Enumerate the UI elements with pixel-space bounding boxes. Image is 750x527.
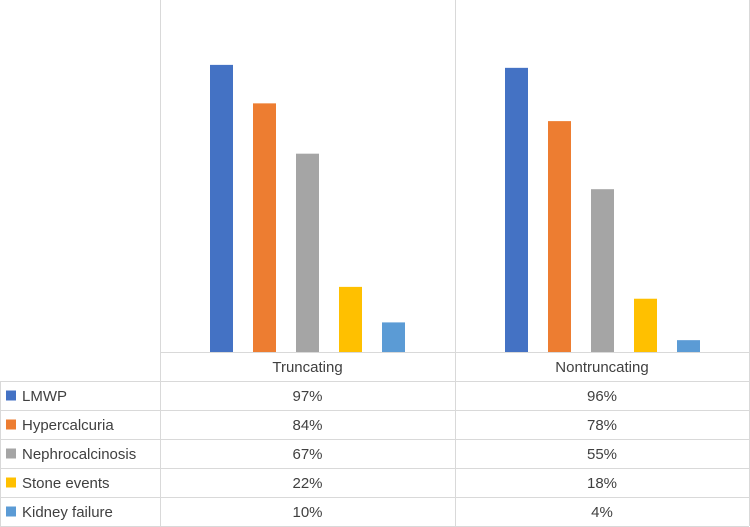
legend-label: Stone events xyxy=(22,475,110,492)
bar xyxy=(591,189,614,352)
legend-key xyxy=(6,448,16,459)
legend-label: Nephrocalcinosis xyxy=(22,446,136,463)
legend-label: LMWP xyxy=(22,388,67,405)
data-table: Truncating Nontruncating LMWP 97% 96% Hyperca… xyxy=(6,359,649,521)
bar xyxy=(382,322,405,352)
bar xyxy=(253,103,276,352)
data-label: 22% xyxy=(292,475,322,492)
bar xyxy=(677,340,700,352)
bar xyxy=(339,286,362,352)
data-label: 55% xyxy=(587,446,617,463)
bars-group xyxy=(210,64,700,353)
bar xyxy=(505,67,528,352)
data-label: 96% xyxy=(587,388,617,405)
data-label: 84% xyxy=(292,417,322,434)
legend-label: Hypercalcuria xyxy=(22,417,114,434)
data-label: 67% xyxy=(292,446,322,463)
bar xyxy=(296,153,319,352)
legend-key xyxy=(6,477,16,488)
data-label: 78% xyxy=(587,417,617,434)
data-label: 97% xyxy=(292,388,322,405)
data-label: 10% xyxy=(292,504,322,521)
bar xyxy=(210,64,233,352)
bar xyxy=(634,298,657,352)
legend-key xyxy=(6,419,16,430)
legend-key xyxy=(6,390,16,401)
legend-label: Kidney failure xyxy=(22,504,113,521)
category-label: Truncating xyxy=(272,359,342,376)
data-label: 18% xyxy=(587,475,617,492)
category-label: Nontruncating xyxy=(555,359,648,376)
data-label: 4% xyxy=(591,504,613,521)
bar xyxy=(548,121,571,353)
legend-key xyxy=(6,506,16,517)
